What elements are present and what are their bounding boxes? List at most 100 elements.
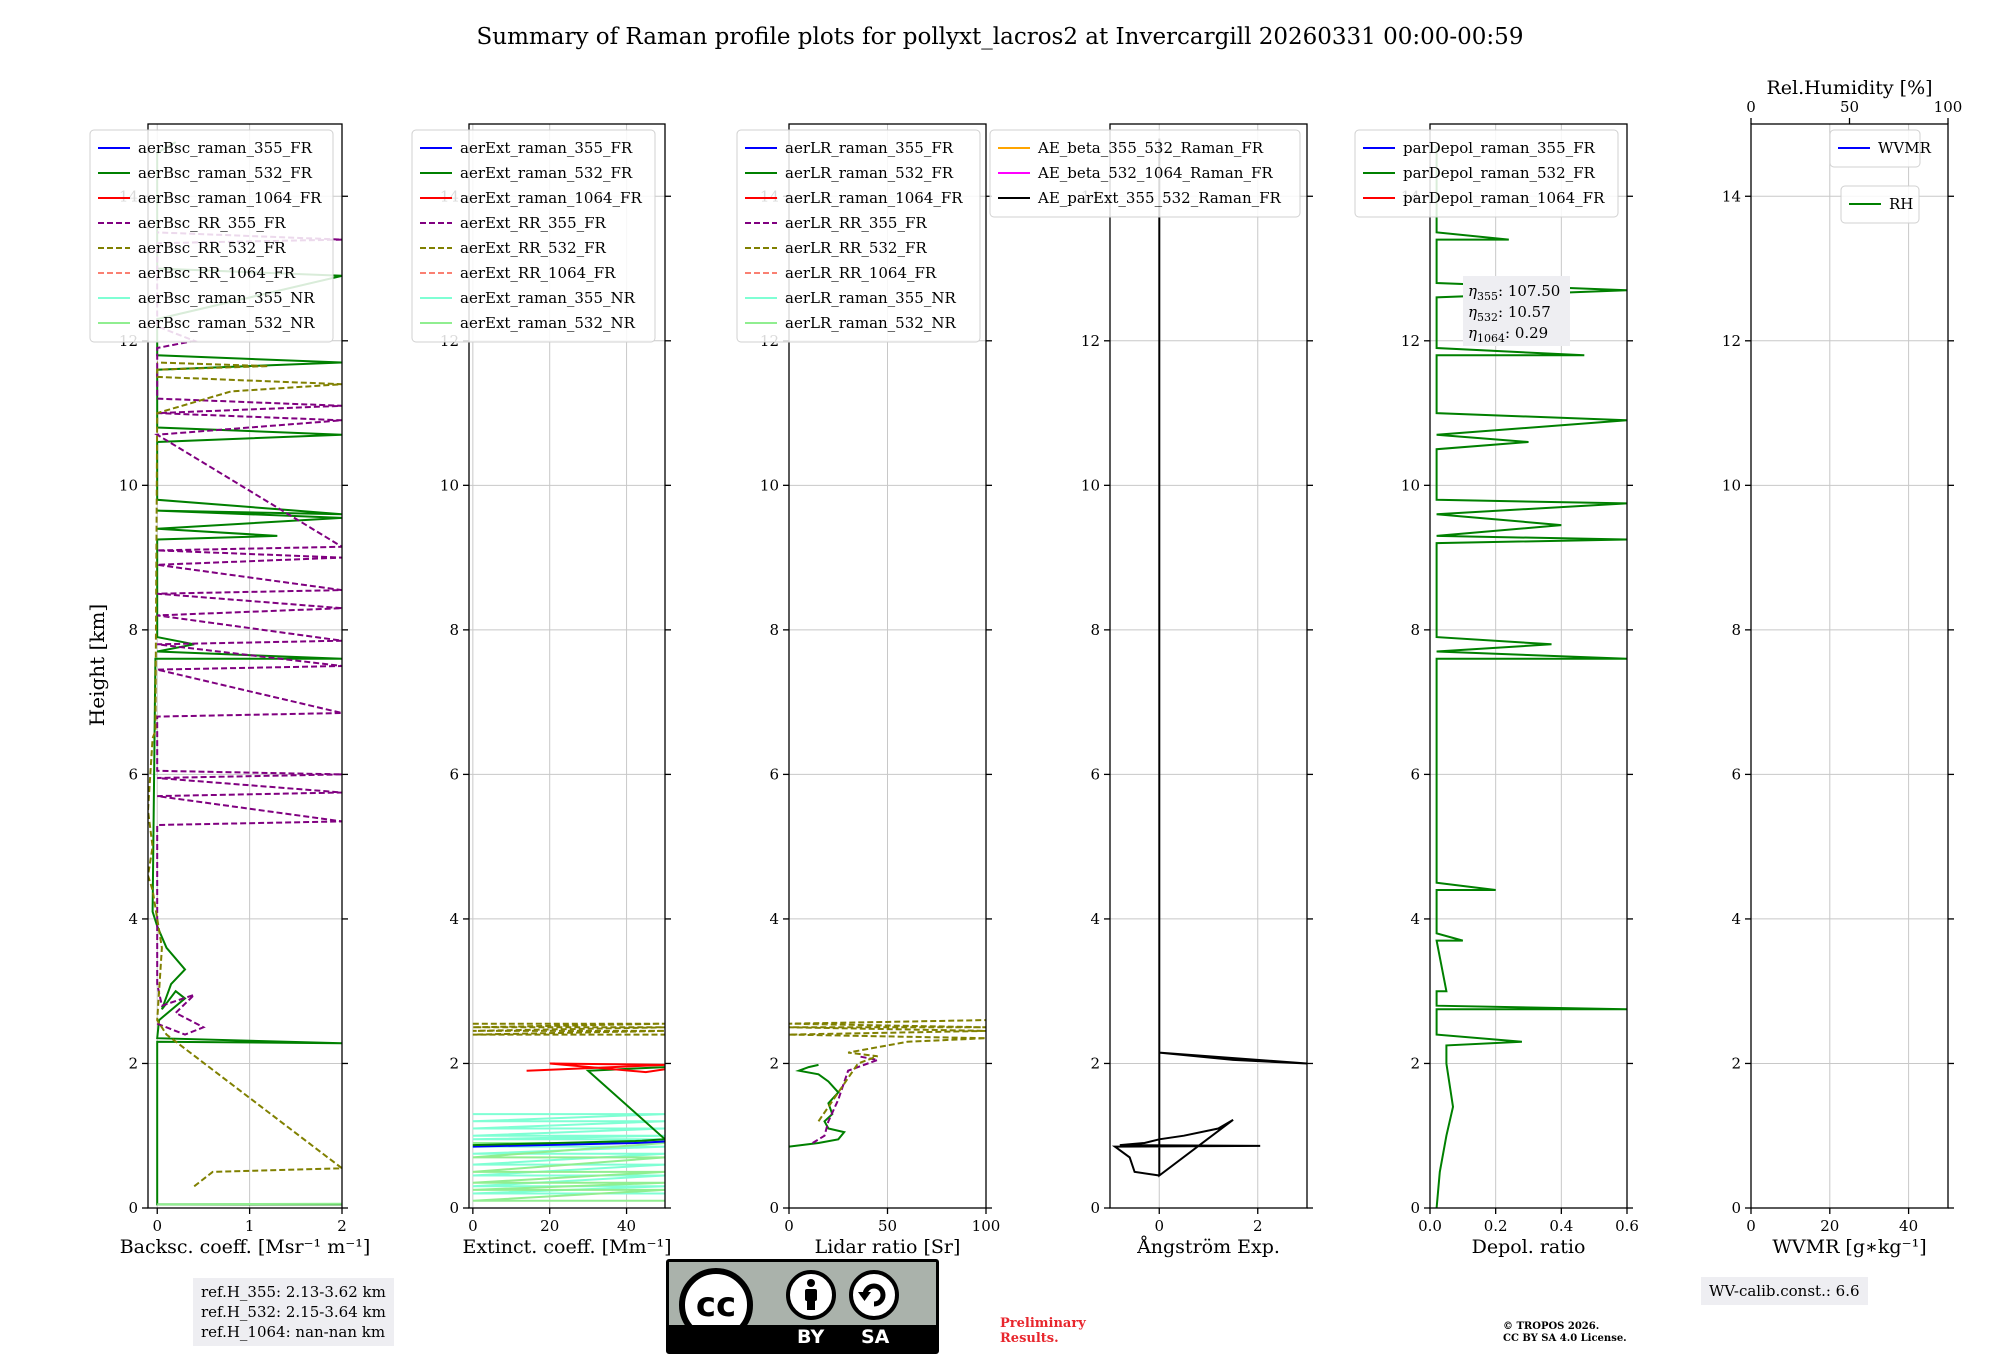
x-tick-label: 0	[784, 1217, 794, 1235]
legend-label: aerBsc_RR_1064_FR	[138, 264, 296, 282]
annotation-line: η1064: 0.29	[1468, 324, 1548, 345]
series-group	[148, 141, 342, 1206]
y-tick-label: 12	[1401, 332, 1420, 350]
series-group	[1111, 138, 1307, 1178]
y-tick-label: 6	[1731, 765, 1741, 783]
x-tick-label: 0.0	[1418, 1217, 1442, 1235]
y-tick-label: 14	[1722, 187, 1741, 205]
chart-panel-4: 0246810121402Ångström Exp.AE_beta_355_53…	[989, 123, 1313, 1258]
y-tick-label: 2	[1090, 1054, 1100, 1072]
legend-label: aerExt_RR_532_FR	[460, 239, 607, 257]
y-tick-label: 8	[128, 621, 138, 639]
annotation-box	[1463, 276, 1570, 346]
legend-label: aerBsc_raman_355_NR	[138, 289, 315, 307]
legend-label: aerExt_raman_532_FR	[460, 164, 633, 182]
series-line-aerExt_RR_532_FR	[472, 1022, 665, 1036]
y-tick-label: 4	[128, 910, 138, 928]
person-icon	[786, 1270, 836, 1320]
panel-frame	[1750, 123, 1949, 1209]
legend-label: aerLR_raman_532_NR	[785, 314, 956, 332]
legend: AE_beta_355_532_Raman_FR AE_beta_532_1064…	[989, 129, 1301, 218]
legend: RH	[1840, 185, 1920, 224]
legend-label: aerLR_RR_355_FR	[785, 214, 927, 232]
legend-label: aerExt_RR_355_FR	[460, 214, 607, 232]
x-tick-label: 1	[245, 1217, 255, 1235]
legend-box	[411, 129, 656, 343]
legend-label: aerExt_raman_532_NR	[460, 314, 636, 332]
figure-title: Summary of Raman profile plots for polly…	[477, 24, 1524, 50]
x-tick-label: 2	[1253, 1217, 1263, 1235]
y-tick-label: 0	[1090, 1199, 1100, 1217]
legend-label: aerLR_raman_355_NR	[785, 289, 956, 307]
x-tick-label: 0.2	[1484, 1217, 1508, 1235]
y-tick-label: 0	[1410, 1199, 1420, 1217]
legend: aerExt_raman_355_FR aerExt_raman_532_FRae…	[411, 129, 656, 343]
legend-label: parDepol_raman_532_FR	[1403, 164, 1596, 182]
preliminary-line-1: Preliminary	[1000, 1316, 1086, 1331]
x-tick-label: 100	[972, 1217, 1001, 1235]
y-tick-label: 8	[449, 621, 459, 639]
y-tick-label: 6	[769, 765, 779, 783]
legend: parDepol_raman_355_FR parDepol_raman_532_…	[1354, 129, 1619, 218]
y-tick-label: 8	[1731, 621, 1741, 639]
y-axis-label: Height [km]	[85, 604, 109, 726]
x-axis-label: WVMR [g∗kg⁻¹]	[1772, 1236, 1926, 1258]
y-tick-label: 2	[769, 1054, 779, 1072]
y-tick-label: 12	[1722, 332, 1741, 350]
legend-label: aerBsc_raman_532_NR	[138, 314, 315, 332]
share-alike-icon	[849, 1270, 899, 1320]
cc-by-label: BY	[797, 1326, 825, 1348]
series-line-aerExt_raman_532_NR	[472, 1142, 665, 1202]
y-tick-label: 6	[1090, 765, 1100, 783]
y-tick-label: 0	[449, 1199, 459, 1217]
legend-box	[89, 129, 334, 343]
legend: aerLR_raman_355_FR aerLR_raman_532_FR aerL…	[736, 129, 981, 343]
y-tick-label: 0	[769, 1199, 779, 1217]
y-tick-label: 0	[1731, 1199, 1741, 1217]
y-tick-label: 10	[760, 476, 779, 494]
legend-label: aerBsc_RR_532_FR	[138, 239, 286, 257]
series-group	[789, 1019, 986, 1148]
series-line-aerBsc_raman_532_NR	[157, 1202, 342, 1206]
legend-box	[989, 129, 1301, 218]
legend-label: parDepol_raman_1064_FR	[1403, 189, 1605, 207]
series-line-aerBsc_RR_532_FR	[148, 361, 342, 1188]
panel-frame	[147, 123, 343, 1209]
y-tick-label: 2	[1410, 1054, 1420, 1072]
cc-license-badge: cc BY SA	[666, 1259, 939, 1354]
y-tick-label: 4	[1410, 910, 1420, 928]
x-tick-label: 40	[617, 1217, 636, 1235]
legend-label: aerExt_RR_1064_FR	[460, 264, 616, 282]
y-tick-label: 10	[440, 476, 459, 494]
wv-calib-const: WV-calib.const.: 6.6	[1709, 1282, 1860, 1300]
legend-label: AE_beta_532_1064_Raman_FR	[1037, 164, 1273, 182]
legend-label: parDepol_raman_355_FR	[1403, 139, 1596, 157]
y-tick-label: 2	[449, 1054, 459, 1072]
y-tick-label: 10	[1081, 476, 1100, 494]
chart-panel-1: 02468101214012Backsc. coeff. [Msr⁻¹ m⁻¹]…	[89, 123, 370, 1258]
x-axis-label: Depol. ratio	[1472, 1236, 1586, 1258]
legend-box	[736, 129, 981, 343]
y-tick-label: 10	[1722, 476, 1741, 494]
copyright-notice: © TROPOS 2026. CC BY SA 4.0 License.	[1503, 1321, 1627, 1345]
series-line-aerLR_RR_355_FR	[812, 1055, 882, 1144]
series-line-aerExt_raman_355_FR	[472, 1140, 665, 1148]
legend-label: WVMR	[1878, 139, 1932, 157]
y-tick-label: 10	[119, 476, 138, 494]
cc-badge-strip	[669, 1325, 936, 1351]
legend-label: aerLR_raman_355_FR	[785, 139, 954, 157]
y-tick-label: 6	[449, 765, 459, 783]
series-line-parDepol_raman_532_FR	[1435, 145, 1627, 1208]
top-x-tick-label: 0	[1746, 98, 1756, 116]
legend: aerBsc_raman_355_FR aerBsc_raman_532_FRae…	[89, 129, 334, 343]
y-tick-label: 6	[128, 765, 138, 783]
annotation-line: η532: 10.57	[1468, 303, 1551, 324]
ref-height-1064: ref.H_1064: nan-nan km	[201, 1323, 386, 1341]
top-x-tick-label: 50	[1840, 98, 1859, 116]
top-x-tick-label: 100	[1934, 98, 1963, 116]
preliminary-notice: Preliminary Results.	[1000, 1316, 1086, 1346]
y-tick-label: 4	[1090, 910, 1100, 928]
